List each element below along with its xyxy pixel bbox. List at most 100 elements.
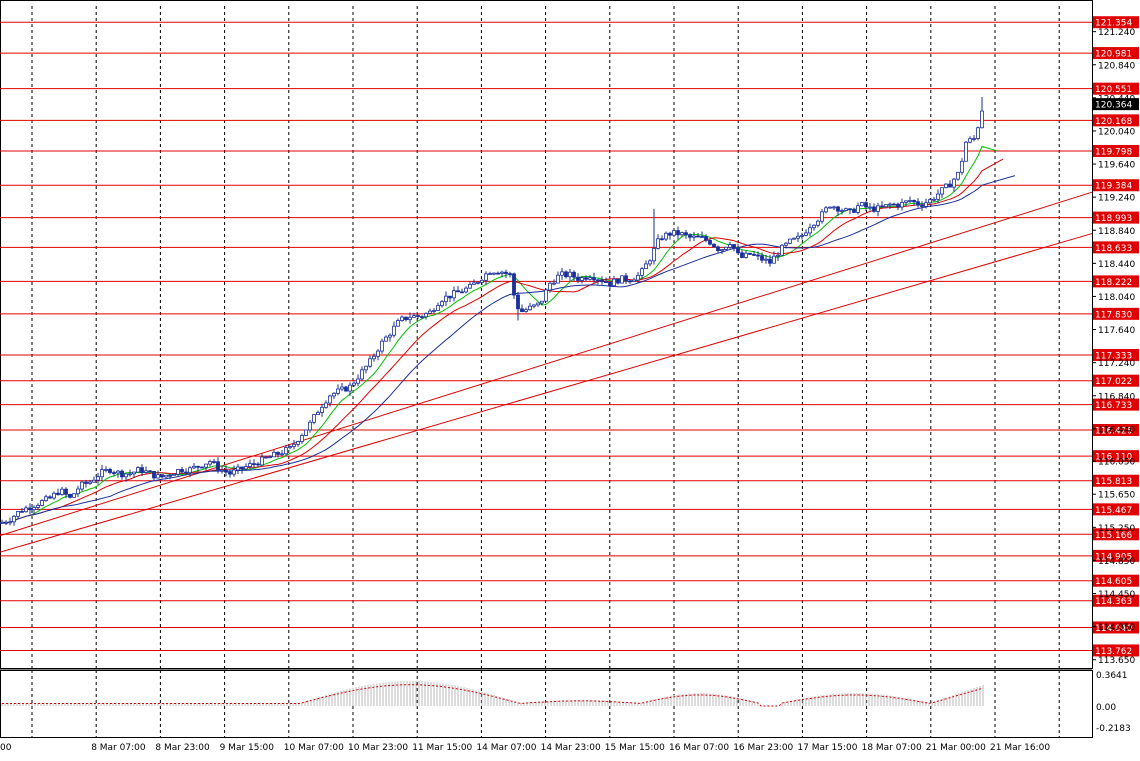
candle-body <box>680 232 684 236</box>
candle-body <box>0 522 4 524</box>
candle <box>332 392 336 400</box>
candle-body <box>568 271 572 278</box>
candle <box>148 469 152 473</box>
candle <box>392 321 396 338</box>
candle <box>648 259 652 267</box>
candle <box>844 207 848 212</box>
candle <box>232 465 236 477</box>
candle <box>644 260 648 270</box>
candle-body <box>916 201 920 206</box>
candle-body <box>532 304 536 307</box>
candle-body <box>176 469 180 475</box>
level-label: 115.813 <box>1095 477 1132 487</box>
candle-body <box>240 466 244 470</box>
candle-body <box>124 473 128 478</box>
candle-body <box>48 496 52 499</box>
candle <box>660 235 664 241</box>
candle <box>516 291 520 321</box>
time-tick-label: 21 Mar 00:00 <box>926 743 986 753</box>
candle <box>700 231 704 238</box>
candle-body <box>4 521 8 524</box>
candle-body <box>636 274 640 281</box>
candle-body <box>940 187 944 195</box>
candle-body <box>276 451 280 455</box>
candle <box>456 286 460 293</box>
candle <box>32 505 36 515</box>
candle <box>752 251 756 256</box>
candle <box>796 232 800 243</box>
candle-body <box>760 255 764 261</box>
candle <box>312 414 316 425</box>
candle <box>0 519 4 524</box>
level-label: 114.905 <box>1095 552 1132 562</box>
level-label: 115.467 <box>1095 506 1132 516</box>
time-tick-label: 17 Mar 15:00 <box>797 743 857 753</box>
candle <box>664 231 668 241</box>
candle <box>720 248 724 255</box>
candle-body <box>16 510 20 517</box>
candle-body <box>168 474 172 477</box>
candle <box>600 276 604 285</box>
candle-body <box>840 210 844 212</box>
current-price-tag <box>1093 98 1139 111</box>
candle <box>236 463 240 475</box>
time-tick-label: 10 Mar 07:00 <box>284 743 344 753</box>
candle-body <box>672 230 676 236</box>
candle-body <box>360 369 364 380</box>
candle-body <box>356 378 360 384</box>
level-tag <box>1093 179 1139 192</box>
candle-body <box>28 507 32 511</box>
candle-body <box>260 456 264 466</box>
candle <box>528 302 532 311</box>
candle <box>980 97 984 129</box>
level-label: 119.384 <box>1095 182 1132 192</box>
level-tag <box>1093 211 1139 224</box>
candle-body <box>792 237 796 240</box>
price-tick-label: 114.050 <box>1098 623 1135 633</box>
candle <box>440 300 444 308</box>
candle-body <box>184 471 188 474</box>
candle <box>764 254 768 264</box>
candle <box>96 472 100 485</box>
candle-body <box>296 441 300 445</box>
candle-body <box>864 202 868 208</box>
candle <box>288 445 292 450</box>
candle <box>348 382 352 396</box>
candle-body <box>884 204 888 208</box>
candle-body <box>152 470 156 479</box>
candle-body <box>328 395 332 404</box>
level-tag <box>1093 114 1139 127</box>
candle <box>568 268 572 282</box>
candle <box>588 275 592 281</box>
candle <box>264 456 268 459</box>
candle <box>592 272 596 283</box>
candle <box>976 126 980 141</box>
candle-body <box>416 315 420 317</box>
candle-body <box>696 235 700 238</box>
candle <box>652 208 656 265</box>
candle <box>316 410 320 416</box>
candle <box>584 275 588 282</box>
candle-body <box>316 412 320 416</box>
candle-body <box>12 515 16 523</box>
candle-body <box>972 138 976 140</box>
level-label: 118.633 <box>1095 244 1132 254</box>
candle-body <box>580 277 584 281</box>
candle-body <box>204 463 208 468</box>
price-tick-label: 119.240 <box>1098 194 1135 204</box>
candle <box>308 420 312 433</box>
candle <box>268 455 272 459</box>
candle <box>292 439 296 450</box>
candle <box>400 315 404 322</box>
candle <box>928 198 932 205</box>
candle-body <box>660 238 664 241</box>
candle <box>244 463 248 471</box>
candle <box>932 196 936 202</box>
price-tick-label: 113.650 <box>1098 656 1135 666</box>
candle-body <box>936 193 940 200</box>
time-axis: 00 8 Mar 07:00 8 Mar 23:00 9 Mar 15:00 10 Ma… <box>0 743 1050 753</box>
candle-body <box>948 183 952 188</box>
candle <box>900 198 904 211</box>
candle <box>784 241 788 249</box>
